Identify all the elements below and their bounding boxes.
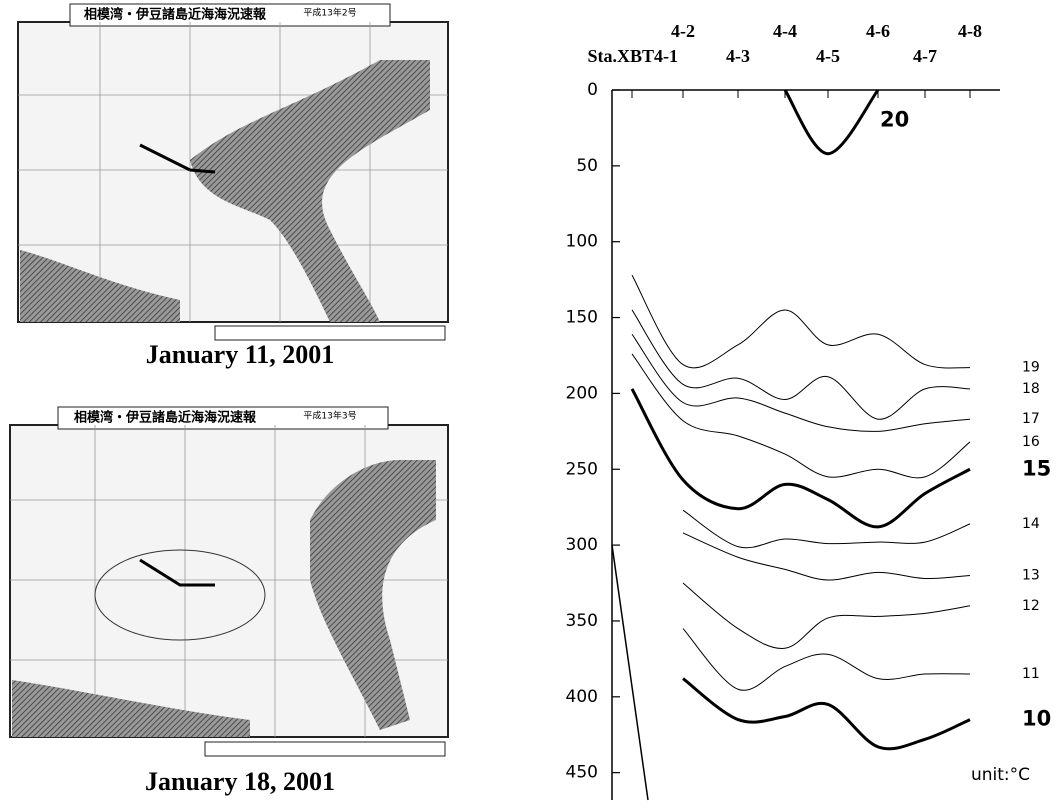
y-tick-label: 50: [576, 156, 598, 176]
unit-label: unit:°C: [971, 765, 1030, 785]
isotherm: [631, 353, 971, 479]
isotherm: [631, 309, 971, 420]
isotherm: [630, 388, 971, 529]
isotherm-label: 18: [1022, 381, 1040, 397]
isotherm: [682, 582, 971, 649]
isotherm-label: 19: [1022, 360, 1040, 376]
station-label: 4-6: [866, 21, 890, 41]
isotherm-label: 16: [1022, 434, 1040, 450]
isotherm-label: 11: [1022, 666, 1040, 682]
map-panel: 相模湾・伊豆諸島近海海況速報 平成13年3号 January 18, 2001: [9, 406, 449, 796]
isotherm-label: 17: [1022, 411, 1040, 427]
map-issue: 平成13年2号: [303, 7, 356, 19]
isotherm: [682, 628, 971, 691]
y-tick-label: 300: [566, 535, 598, 555]
station-label: 4-2: [671, 21, 695, 41]
isotherm: [682, 677, 971, 751]
y-tick-label: 350: [566, 611, 598, 631]
map-caption: January 18, 2001: [145, 767, 335, 796]
y-tick-label: 400: [566, 687, 598, 707]
y-tick-label: 0: [587, 80, 598, 100]
isotherm-label: 13: [1022, 567, 1040, 583]
station-label: Sta.XBT4-1: [587, 46, 678, 66]
station-label: 4-7: [913, 46, 937, 66]
isotherm-label: 15: [1022, 456, 1051, 480]
isotherm: [631, 274, 971, 369]
y-tick-label: 100: [566, 232, 598, 252]
isotherm: [783, 89, 880, 156]
map-title: 相模湾・伊豆諸島近海海況速報: [84, 7, 267, 23]
map-caption: January 11, 2001: [146, 340, 335, 369]
isotherm-label: 20: [880, 107, 909, 131]
y-tick-label: 250: [566, 459, 598, 479]
station-label: 4-3: [726, 46, 750, 66]
y-tick-label: 200: [566, 383, 598, 403]
y-tick-label: 150: [566, 308, 598, 328]
station-label: 4-4: [773, 21, 797, 41]
map-issue: 平成13年3号: [303, 410, 356, 422]
map-title: 相模湾・伊豆諸島近海海況速報: [74, 410, 257, 426]
isotherm-label: 10: [1022, 707, 1051, 731]
isotherm: [631, 333, 971, 432]
map-panel: 相模湾・伊豆諸島近海海況速報 平成13年2号 January 11, 2001: [17, 3, 449, 369]
bottom-topography: [611, 544, 649, 801]
isotherm: [682, 532, 971, 581]
y-tick-label: 450: [566, 763, 598, 783]
isotherm-label: 14: [1022, 516, 1040, 532]
isotherm-label: 12: [1022, 598, 1040, 614]
station-label: 4-5: [816, 46, 840, 66]
station-label: 4-8: [958, 21, 982, 41]
isotherm: [682, 509, 971, 549]
